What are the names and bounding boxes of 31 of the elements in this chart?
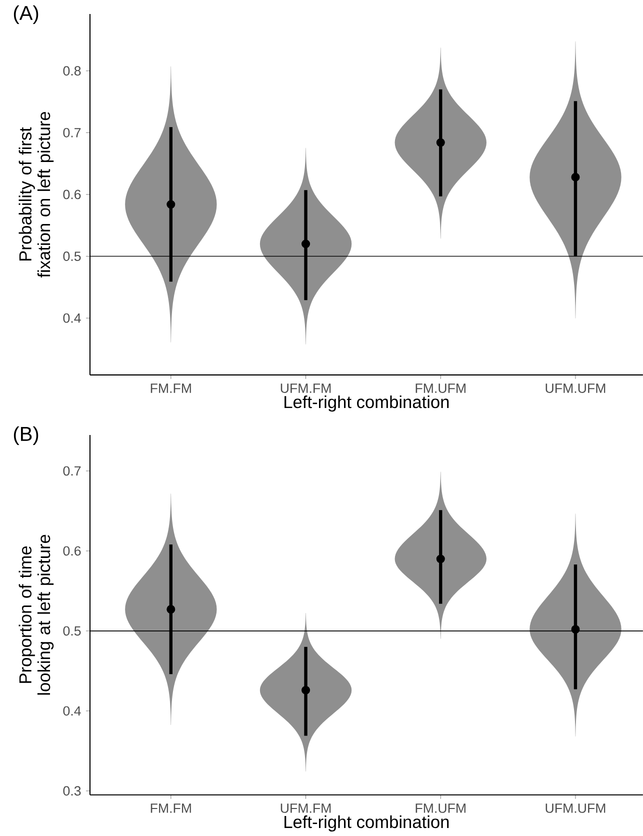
x-tick-label: UFM.UFM (546, 384, 605, 393)
y-tick-label: 0.3 (63, 786, 80, 796)
y-tick-label: 0.6 (63, 546, 80, 556)
x-tick-label: FM.FM (150, 804, 191, 813)
chart-title: (B) (14, 426, 38, 445)
x-tick-label: UFM.FM (280, 804, 330, 813)
x-tick-label: FM.UFM (416, 384, 466, 393)
y-tick-label: 0.5 (63, 252, 81, 261)
x-axis-title: Left-right combination (284, 395, 448, 412)
y-tick-label: 0.7 (63, 128, 80, 138)
point (301, 686, 310, 694)
point (571, 172, 580, 182)
x-tick-label: UFM.FM (280, 384, 330, 393)
y-tick-label: 0.8 (63, 66, 80, 76)
point (166, 605, 175, 614)
y-tick-label: 0.6 (63, 190, 80, 200)
x-tick-label: UFM.UFM (546, 804, 605, 813)
y-tick-label: 0.7 (63, 466, 80, 476)
x-tick-label: FM.UFM (416, 804, 466, 813)
y-tick-label: 0.4 (63, 313, 81, 323)
point (301, 240, 310, 248)
x-axis-title: Left-right combination (284, 815, 448, 832)
y-tick-label: 0.5 (63, 626, 81, 636)
chart-title: (A) (14, 5, 38, 24)
y-axis-title: Proportion of time looking at left picture (18, 534, 54, 695)
x-tick-label: FM.FM (150, 384, 191, 393)
point (571, 625, 580, 634)
y-axis-title: Probability of first fixation on left picture (18, 112, 54, 278)
point (436, 138, 445, 147)
y-tick-label: 0.4 (63, 706, 81, 716)
point (436, 554, 445, 564)
